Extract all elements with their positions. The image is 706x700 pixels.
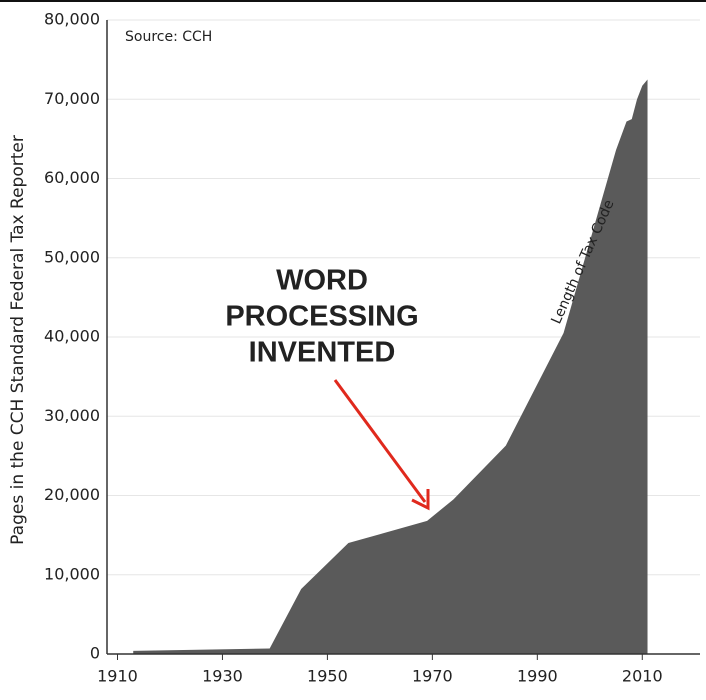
y-tick-label: 20,000: [44, 485, 100, 504]
x-tick-label: 1930: [202, 667, 243, 686]
y-tick-label: 70,000: [44, 89, 100, 108]
y-tick-label: 10,000: [44, 564, 100, 583]
x-tick-label: 1990: [517, 667, 558, 686]
y-tick-label: 80,000: [44, 10, 100, 29]
arrow-shaft: [333, 379, 427, 503]
plot: [133, 79, 648, 654]
area: [133, 79, 648, 654]
x-tick-label: 2010: [622, 667, 663, 686]
y-tick-label: 50,000: [44, 247, 100, 266]
annotation-line: WORD: [276, 265, 368, 297]
y-tick-label: 40,000: [44, 327, 100, 346]
annotation-line: PROCESSING: [225, 301, 418, 333]
x-tick-label: 1910: [97, 667, 138, 686]
annotation-arrow: [333, 379, 430, 511]
y-axis-label: Pages in the CCH Standard Federal Tax Re…: [8, 135, 28, 545]
source-note: Source: CCH: [125, 29, 212, 45]
annotation-line: INVENTED: [249, 337, 396, 369]
x-tick-label: 1950: [307, 667, 348, 686]
arrow-head: [411, 489, 430, 511]
y-tick-label: 30,000: [44, 406, 100, 425]
x-tick-label: 1970: [412, 667, 453, 686]
y-tick-label: 60,000: [44, 168, 100, 187]
y-tick-label: 0: [90, 644, 100, 663]
